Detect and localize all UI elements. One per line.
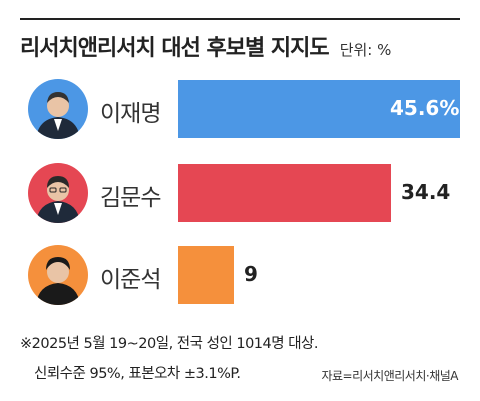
candidate-row-3: 이준석 9 [0, 240, 480, 310]
candidate-row-2: 김문수 34.4 [0, 158, 480, 228]
top-rule [20, 18, 460, 20]
candidate-portrait-icon [36, 176, 80, 223]
footnote-line-1: ※2025년 5월 19~20일, 전국 성인 1014명 대상. [20, 336, 319, 352]
header: 리서치앤리서치 대선 후보별 지지도 단위: % [20, 30, 391, 62]
candidate-avatar-1 [28, 79, 88, 139]
footnote-line-2: 신뢰수준 95%, 표본오차 ±3.1%P. [34, 366, 241, 382]
candidate-portrait-icon [36, 257, 80, 305]
bar-value-label: 45.6% [390, 96, 460, 120]
candidate-avatar-2 [28, 163, 88, 223]
bar [178, 246, 234, 304]
bar [178, 80, 460, 138]
bar-value-label: 9 [244, 262, 258, 286]
source-credit: 자료=리서치앤리서치·채널A [321, 369, 458, 383]
unit-label: 단위: % [339, 41, 392, 59]
candidate-avatar-3 [28, 245, 88, 305]
candidate-name: 이준석 [100, 267, 161, 293]
bar [178, 164, 391, 222]
candidate-name: 이재명 [100, 101, 161, 127]
candidate-portrait-icon [36, 92, 80, 139]
chart-title: 리서치앤리서치 대선 후보별 지지도 [20, 36, 330, 61]
bar-value-label: 34.4 [401, 180, 451, 204]
candidate-row-1: 이재명 45.6% [0, 74, 480, 144]
candidate-name: 김문수 [100, 185, 161, 211]
